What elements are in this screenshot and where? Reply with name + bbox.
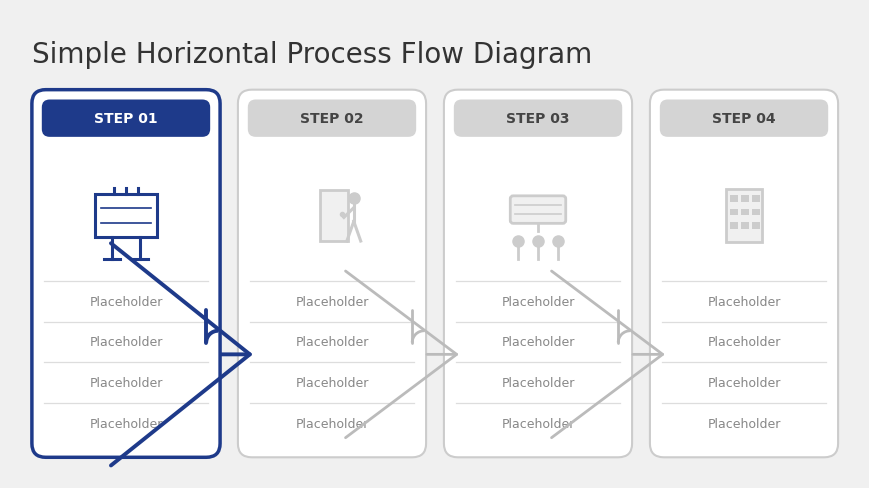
FancyBboxPatch shape [454,101,621,138]
Text: Placeholder: Placeholder [295,295,368,308]
Text: STEP 02: STEP 02 [300,112,363,126]
FancyBboxPatch shape [32,90,220,457]
Text: Placeholder: Placeholder [706,295,779,308]
FancyBboxPatch shape [96,194,156,238]
Text: Placeholder: Placeholder [90,376,163,389]
FancyBboxPatch shape [248,101,415,138]
FancyBboxPatch shape [237,90,426,457]
FancyBboxPatch shape [751,209,759,216]
Text: Placeholder: Placeholder [295,417,368,430]
Text: Placeholder: Placeholder [501,336,574,348]
Text: Placeholder: Placeholder [90,417,163,430]
FancyBboxPatch shape [740,195,748,203]
Text: Placeholder: Placeholder [501,376,574,389]
FancyBboxPatch shape [320,190,348,242]
Text: STEP 03: STEP 03 [506,112,569,126]
Text: Simple Horizontal Process Flow Diagram: Simple Horizontal Process Flow Diagram [32,41,592,69]
FancyBboxPatch shape [729,209,737,216]
FancyBboxPatch shape [740,223,748,230]
Text: Placeholder: Placeholder [501,417,574,430]
FancyBboxPatch shape [740,209,748,216]
Text: STEP 04: STEP 04 [712,112,775,126]
Text: Placeholder: Placeholder [295,376,368,389]
FancyBboxPatch shape [729,195,737,203]
FancyBboxPatch shape [751,223,759,230]
FancyBboxPatch shape [443,90,632,457]
Text: STEP 01: STEP 01 [94,112,157,126]
FancyBboxPatch shape [729,223,737,230]
Text: Placeholder: Placeholder [501,295,574,308]
FancyBboxPatch shape [659,101,827,138]
FancyBboxPatch shape [726,189,761,243]
Text: Placeholder: Placeholder [706,417,779,430]
FancyBboxPatch shape [751,195,759,203]
FancyBboxPatch shape [649,90,837,457]
Text: Placeholder: Placeholder [90,295,163,308]
FancyBboxPatch shape [42,101,210,138]
Text: Placeholder: Placeholder [90,336,163,348]
Text: Placeholder: Placeholder [706,336,779,348]
Text: Placeholder: Placeholder [706,376,779,389]
FancyBboxPatch shape [510,197,565,224]
Text: Placeholder: Placeholder [295,336,368,348]
